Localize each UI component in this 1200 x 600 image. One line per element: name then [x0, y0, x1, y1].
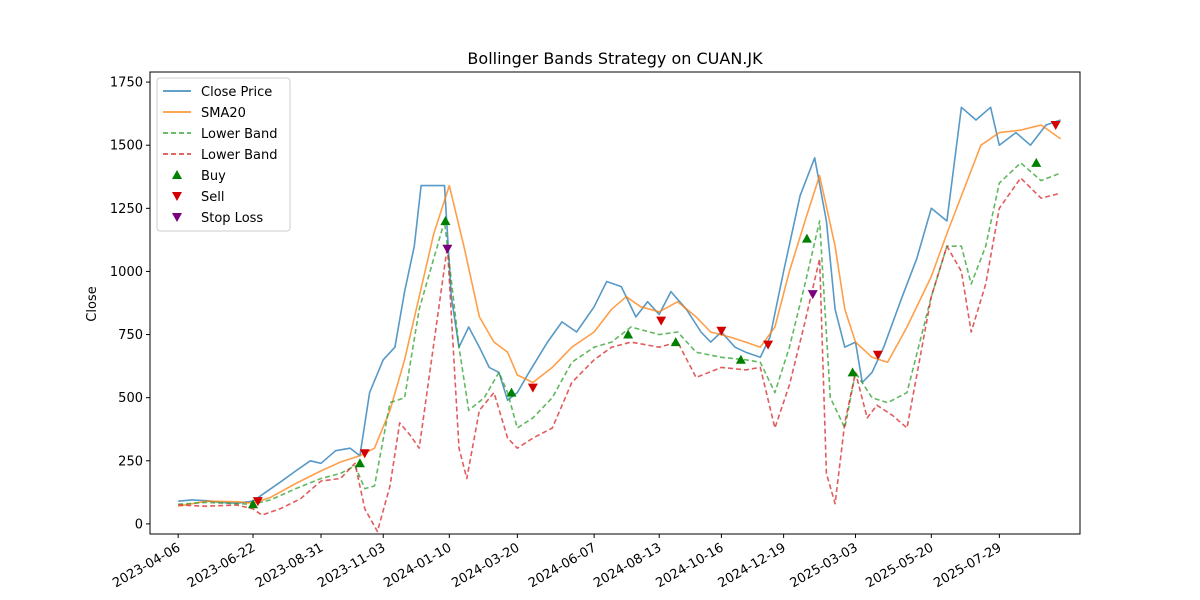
x-tick-label: 2024-01-10	[381, 540, 454, 591]
sell-marker	[252, 497, 263, 507]
x-tick-label: 2024-12-19	[716, 540, 789, 591]
x-tick-label: 2025-05-20	[863, 540, 936, 591]
series-line-2	[178, 162, 1061, 505]
legend-label: Stop Loss	[201, 211, 263, 226]
y-tick-label: 1250	[110, 202, 143, 217]
legend-box	[156, 77, 291, 232]
x-tick-label: 2024-06-07	[526, 540, 599, 591]
x-tick-label: 2024-10-16	[653, 540, 726, 591]
legend-label: Lower Band	[201, 127, 277, 142]
sell-marker	[716, 326, 727, 336]
y-tick-label: 1000	[110, 265, 143, 280]
legend-swatch	[172, 213, 182, 222]
legend-label: Close Price	[201, 85, 272, 100]
legend-label: SMA20	[201, 106, 246, 121]
x-tick-label: 2023-08-31	[253, 540, 326, 591]
buy-marker	[506, 387, 517, 397]
buy-marker	[801, 233, 812, 243]
buy-marker	[670, 337, 681, 347]
series-line-3	[178, 177, 1061, 533]
buy-marker	[1031, 157, 1042, 167]
legend-swatch	[172, 170, 182, 179]
buy-marker	[847, 367, 858, 377]
buy-marker	[248, 499, 259, 509]
x-tick-label: 2025-07-29	[931, 540, 1004, 591]
legend-label: Buy	[201, 169, 226, 184]
x-tick-label: 2023-06-22	[185, 540, 258, 591]
chart-title: Bollinger Bands Strategy on CUAN.JK	[467, 49, 763, 68]
y-tick-label: 500	[118, 391, 143, 406]
stop-loss-marker	[442, 244, 453, 254]
y-axis-label: Close	[85, 286, 100, 321]
y-tick-label: 1500	[110, 139, 143, 154]
x-tick-label: 2023-11-03	[315, 540, 388, 591]
buy-marker	[354, 458, 365, 468]
legend: Close Price SMA20 Lower Band Lower Band Buy S…	[156, 77, 291, 232]
y-tick-label: 1750	[110, 76, 143, 91]
buy-marker	[735, 354, 746, 364]
sell-marker	[872, 350, 883, 360]
x-tick-label: 2025-03-03	[788, 540, 861, 591]
plot-frame	[149, 71, 1081, 535]
x-tick-label: 2024-03-20	[449, 540, 522, 591]
sell-marker	[1050, 121, 1061, 131]
sell-marker	[656, 316, 667, 326]
sell-marker	[763, 340, 774, 350]
buy-marker	[623, 329, 634, 339]
stop-loss-marker	[807, 290, 818, 300]
buy-marker	[440, 215, 451, 225]
x-tick-label: 2024-08-13	[591, 540, 664, 591]
x-tick-label: 2023-04-06	[110, 540, 183, 591]
legend-label: Sell	[201, 190, 224, 205]
legend-swatch	[172, 192, 182, 201]
y-tick-label: 0	[135, 517, 143, 532]
y-tick-label: 250	[118, 454, 143, 469]
sell-marker	[527, 383, 538, 393]
sell-marker	[359, 449, 370, 459]
legend-label: Lower Band	[201, 148, 277, 163]
series-line-0	[178, 106, 1061, 504]
y-tick-label: 750	[118, 328, 143, 343]
